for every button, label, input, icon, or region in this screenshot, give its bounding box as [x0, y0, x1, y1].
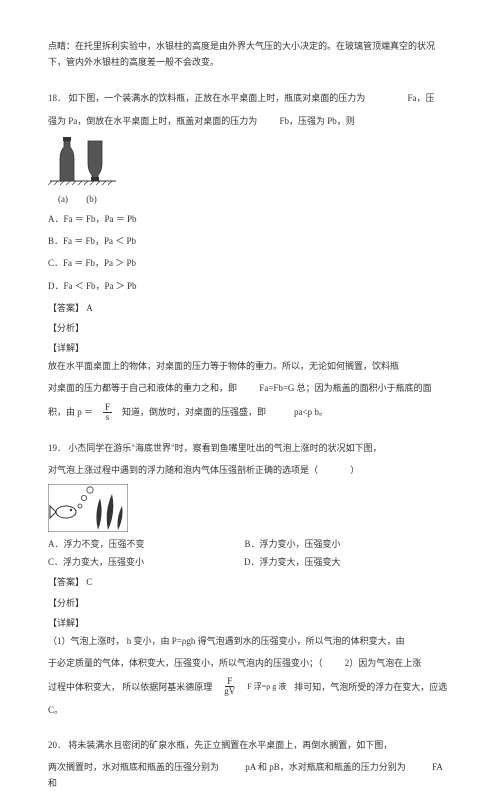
- frac-den: s: [104, 413, 112, 422]
- q19-stem2-row: 对气泡上涨过程中遇到的浮力随和泡内气体压强剖析正确的选项是（ ）: [48, 462, 452, 478]
- frac2-den: gV: [222, 687, 237, 696]
- q19-stem1-row: 19． 小杰同学在游乐"海底世界"时，察看到鱼嘴里吐出的气泡上涨时的状况如下图，: [48, 440, 452, 456]
- q19-optC: C．浮力变大，压强变小: [48, 554, 144, 570]
- q18-optD: D．Fa ＜ Fb，Pa ＞ Pb: [48, 278, 452, 294]
- q18-cap-a: (a): [58, 194, 68, 204]
- q18-cap-b: (b): [86, 194, 97, 204]
- top-note: 点睛：在托里拆利实验中，水银柱的高度是由外界大气压的大小决定的。在玻璃管顶端真空…: [48, 38, 452, 70]
- q19-detail2-row: 于必定质量的气体，体积变大，压强变小，所以气泡内的压强变小；（ 2）因为气泡在上…: [48, 655, 452, 671]
- q20-stem2-row: 两次搁置时，水对瓶底和瓶盖的压强分别为 pA 和 pB，水对瓶底和瓶盖的压力分别…: [48, 759, 452, 791]
- q18-optB: B．Fa ＝ Fb，Pa ＜ Pb: [48, 233, 452, 249]
- q20-number: 20．: [48, 740, 66, 750]
- q19-detail2-tail: 2）因为气泡在上涨: [345, 658, 422, 668]
- q20-stem1-row: 20． 将未装满水且密闭的矿泉水瓶，先正立搁置在水平桌面上，再倒水搁置，如下图，: [48, 737, 452, 753]
- q18-detail3-tail: pa<p b。: [294, 404, 328, 420]
- q18-stem2-row: 强为 Pa，倒放在水平桌面上时，瓶盖对桌面的压力为 Fb，压强为 Pb，则: [48, 113, 452, 129]
- q18-detail2-row: 对桌面的压力都等于自己和液体的重力之和，即 Fa=Fb=G 总；因为瓶盖的面积小…: [48, 380, 452, 396]
- q18-fraction: F s: [103, 403, 112, 422]
- q19-stem2: 对气泡上涨过程中遇到的浮力随和泡内气体压强剖析正确的选项是（: [48, 465, 318, 475]
- q19-detail2: 于必定质量的气体，体积变大，压强变小，所以气泡内的压强变小；（: [48, 658, 323, 668]
- q19-detail3-row: 过程中体积变大， 所以依据阿基米德原理 F gV F 浮=ρ g 液 排可知，气…: [48, 677, 452, 696]
- q18-stem: 18． 如下图，一个装满水的饮料瓶，正放在水平桌面上时，瓶底对桌面的压力为 Fa…: [48, 90, 452, 106]
- q18-answer-label: 【答案】: [48, 303, 84, 313]
- q19-optA: A．浮力不变，压强不变: [48, 536, 145, 552]
- q20-stem2-mid: pA 和 pB，水对瓶底和瓶盖的压力分别为: [245, 762, 406, 772]
- q19-analysis-label: 【分析】: [48, 595, 452, 611]
- q18-stem1-tail: Fa，压: [408, 93, 435, 103]
- q18-optC: C．Fa ＝ Fb，Pa ＞ Pb: [48, 255, 452, 271]
- q19-detail-label: 【详解】: [48, 615, 452, 631]
- q19-optB: B．浮力变小，压强变小: [245, 536, 341, 552]
- q19-detail3-tail: 排可知，气泡所受的浮力在变大，应选: [294, 679, 447, 695]
- q18-detail3-row: 积，由 p ＝ F s 知道，倒放时，对桌面的压强盛，即 pa<p b。: [48, 403, 452, 422]
- q19-answer-label: 【答案】: [48, 577, 84, 587]
- q19-answer-row: 【答案】 C: [48, 574, 452, 590]
- q18-detail-label: 【详解】: [48, 340, 452, 356]
- q18-detail1: 放在水平面桌面上的物体，对桌面的压力等于物体的重力。所以，无论如何搁置，饮料瓶: [48, 358, 452, 374]
- q18-detail2: 对桌面的压力都等于自己和液体的重力之和，即: [48, 383, 237, 393]
- q18-stem1: 如下图，一个装满水的饮料瓶，正放在水平桌面上时，瓶底对桌面的压力为: [68, 93, 365, 103]
- q19-stem1: 小杰同学在游乐"海底世界"时，察看到鱼嘴里吐出的气泡上涨时的状况如下图，: [68, 443, 381, 453]
- q18-stem2: 强为 Pa，倒放在水平桌面上时，瓶盖对桌面的压力为: [48, 116, 257, 126]
- q18-stem2-tail: Fb，压强为 Pb，则: [280, 116, 355, 126]
- q20-stem2: 两次搁置时，水对瓶底和瓶盖的压强分别为: [48, 762, 219, 772]
- q20-stem1: 将未装满水且密闭的矿泉水瓶，先正立搁置在水平桌面上，再倒水搁置，如下图，: [68, 740, 392, 750]
- q18-detail3-head: 积，由 p ＝: [48, 404, 93, 420]
- q19-optD: D．浮力变大，压强变大: [244, 554, 341, 570]
- q19-detail3: 过程中体积变大， 所以依据阿基米德原理: [48, 679, 212, 695]
- q19-answer: C: [86, 577, 92, 587]
- q19-options-row1: A．浮力不变，压强不变 B．浮力变小，压强变小: [48, 536, 452, 552]
- q18-detail2-tail: Fa=Fb=G 总；因为瓶盖的面积小于瓶底的面: [259, 383, 431, 393]
- q19-options-row2: C．浮力变大，压强变小 D．浮力变大，压强变大: [48, 554, 452, 570]
- q18-answer-row: 【答案】 A: [48, 300, 452, 316]
- q19-stem2-tail: ）: [350, 465, 359, 475]
- q19-fraction: F gV: [222, 677, 237, 696]
- q18-bottle-figure: (a) (b): [48, 135, 452, 207]
- q18-number: 18．: [48, 93, 66, 103]
- q18-analysis-label: 【分析】: [48, 320, 452, 336]
- q18-answer: A: [86, 303, 93, 313]
- q18-detail3-mid: 知道，倒放时，对桌面的压强盛，即: [122, 404, 266, 420]
- q19-detail1: （1）气泡上涨时， h 变小，由 P=ρgh 得气泡遇到水的压强变小，所以气泡的…: [48, 633, 452, 649]
- q19-detail3-mid: F 浮=ρ g 液: [247, 680, 286, 694]
- q19-detail4: C。: [48, 702, 452, 718]
- q18-optA: A．Fa ＝ Fb，Pa ＝ Pb: [48, 211, 452, 227]
- q19-number: 19．: [48, 443, 66, 453]
- q19-fish-figure: [48, 484, 452, 532]
